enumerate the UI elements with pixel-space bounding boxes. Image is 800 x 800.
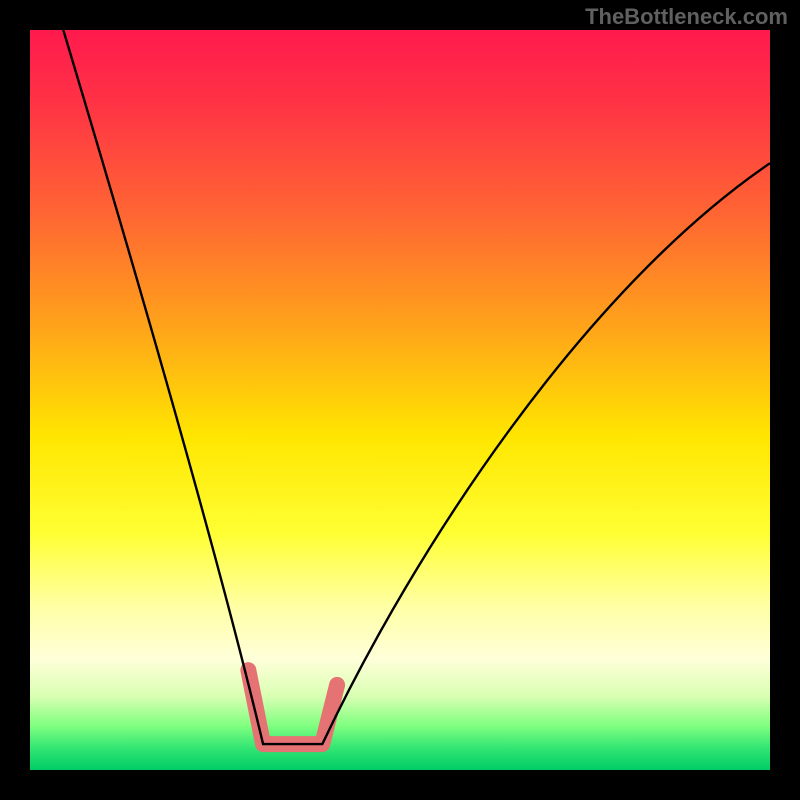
bottleneck-curve-chart [30, 30, 770, 770]
chart-background [30, 30, 770, 770]
chart-plot-area [30, 30, 770, 770]
watermark-text: TheBottleneck.com [585, 4, 788, 30]
